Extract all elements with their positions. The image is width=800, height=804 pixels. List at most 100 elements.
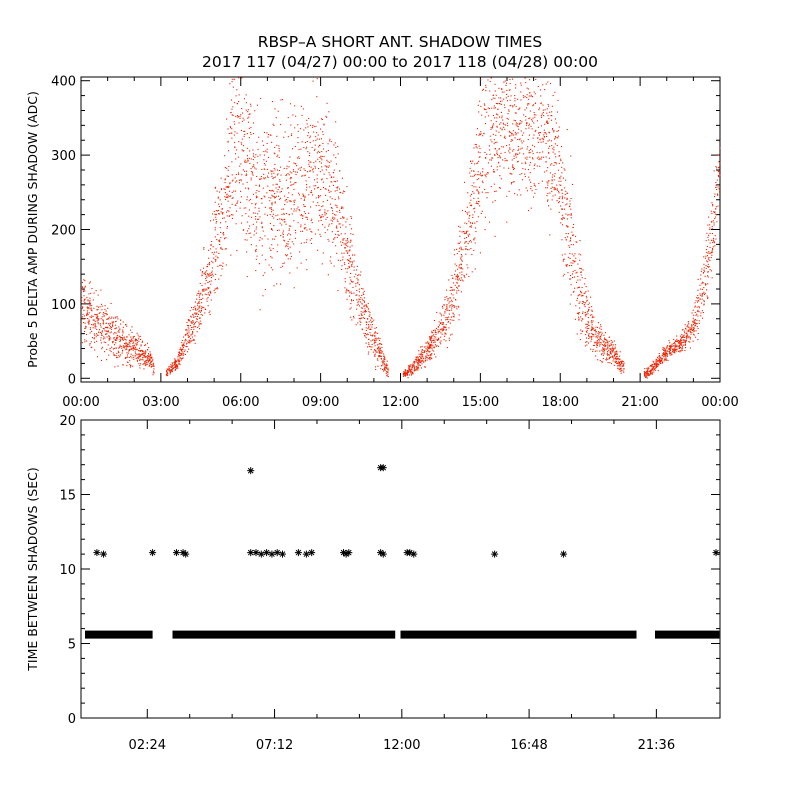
top-point	[235, 182, 236, 183]
top-point	[516, 113, 517, 114]
top-point	[115, 340, 116, 341]
top-point	[707, 283, 708, 284]
top-point	[126, 342, 127, 343]
top-point	[377, 352, 378, 353]
top-point	[107, 308, 108, 309]
top-point	[531, 119, 532, 120]
top-point	[621, 373, 622, 374]
top-point	[132, 332, 133, 333]
top-point	[330, 204, 331, 205]
top-point	[607, 347, 608, 348]
top-point	[431, 358, 432, 359]
top-point	[610, 348, 611, 349]
top-point	[267, 239, 268, 240]
top-point	[540, 139, 541, 140]
top-point	[548, 115, 549, 116]
top-point	[602, 333, 603, 334]
top-point	[100, 306, 101, 307]
top-point	[604, 344, 605, 345]
top-point	[242, 121, 243, 122]
top-point	[106, 331, 107, 332]
top-point	[548, 132, 549, 133]
top-point	[143, 363, 144, 364]
top-point	[122, 335, 123, 336]
top-point	[138, 341, 139, 342]
top-point	[387, 368, 388, 369]
top-point	[573, 224, 574, 225]
top-point	[90, 281, 91, 282]
top-point	[293, 162, 294, 163]
top-point	[457, 277, 458, 278]
top-point	[349, 250, 350, 251]
top-point	[256, 190, 257, 191]
top-point	[599, 351, 600, 352]
top-point	[457, 288, 458, 289]
top-point	[375, 366, 376, 367]
top-point	[432, 350, 433, 351]
top-point	[257, 256, 258, 257]
top-point	[377, 360, 378, 361]
top-point	[271, 267, 272, 268]
top-point	[534, 114, 535, 115]
top-point	[362, 329, 363, 330]
top-point	[251, 178, 252, 179]
top-point	[252, 166, 253, 167]
top-point	[113, 354, 114, 355]
top-point	[561, 239, 562, 240]
top-point	[306, 239, 307, 240]
top-point	[336, 253, 337, 254]
top-point	[325, 165, 326, 166]
top-point	[589, 307, 590, 308]
top-point	[191, 329, 192, 330]
top-point	[418, 365, 419, 366]
top-point	[442, 306, 443, 307]
top-point	[454, 254, 455, 255]
top-point	[523, 141, 524, 142]
top-point	[592, 324, 593, 325]
top-point	[607, 342, 608, 343]
top-point	[201, 314, 202, 315]
top-point	[552, 106, 553, 107]
top-point	[364, 291, 365, 292]
top-point	[305, 227, 306, 228]
top-point	[314, 179, 315, 180]
top-point	[228, 170, 229, 171]
top-point	[352, 245, 353, 246]
top-point	[113, 318, 114, 319]
top-point	[694, 307, 695, 308]
top-point	[458, 319, 459, 320]
top-point	[279, 218, 280, 219]
top-point	[197, 313, 198, 314]
top-point	[181, 350, 182, 351]
top-point	[508, 150, 509, 151]
top-point	[309, 229, 310, 230]
top-point	[601, 329, 602, 330]
top-point	[272, 204, 273, 205]
top-point	[294, 204, 295, 205]
top-point	[118, 331, 119, 332]
top-point	[118, 366, 119, 367]
top-point	[585, 324, 586, 325]
top-point	[120, 320, 121, 321]
top-point	[671, 347, 672, 348]
top-point	[514, 98, 515, 99]
top-point	[528, 103, 529, 104]
top-point	[196, 321, 197, 322]
top-point	[367, 346, 368, 347]
top-point	[558, 202, 559, 203]
top-point	[363, 300, 364, 301]
top-point	[313, 81, 314, 82]
top-point	[668, 360, 669, 361]
top-point	[546, 113, 547, 114]
top-point	[585, 302, 586, 303]
top-point	[557, 190, 558, 191]
top-point	[619, 369, 620, 370]
top-point	[422, 360, 423, 361]
top-point	[277, 251, 278, 252]
top-point	[343, 217, 344, 218]
top-point	[328, 226, 329, 227]
top-point	[309, 137, 310, 138]
top-point	[457, 269, 458, 270]
top-point	[548, 106, 549, 107]
